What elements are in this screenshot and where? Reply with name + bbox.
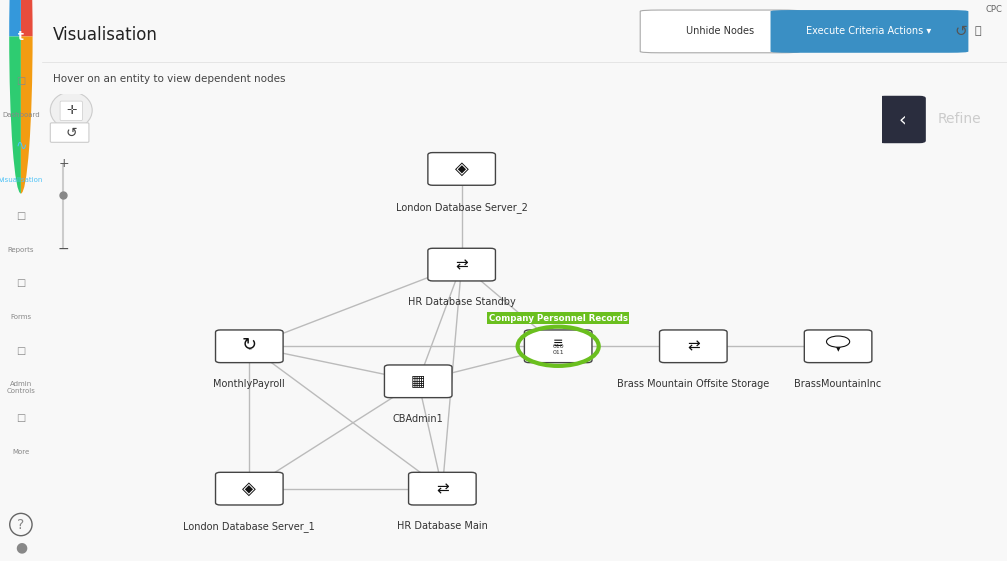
Text: Brass Mountain Offsite Storage: Brass Mountain Offsite Storage bbox=[617, 379, 769, 389]
Text: HR Database Standby: HR Database Standby bbox=[408, 297, 516, 307]
FancyBboxPatch shape bbox=[805, 330, 872, 362]
FancyBboxPatch shape bbox=[428, 249, 495, 281]
Text: Company Personnel Records: Company Personnel Records bbox=[488, 314, 627, 323]
FancyBboxPatch shape bbox=[60, 101, 83, 121]
FancyBboxPatch shape bbox=[428, 153, 495, 185]
Text: Admin
Controls: Admin Controls bbox=[6, 381, 35, 394]
Wedge shape bbox=[9, 36, 21, 194]
Text: □: □ bbox=[16, 278, 25, 288]
Text: ‹: ‹ bbox=[898, 110, 906, 129]
Text: ↺: ↺ bbox=[65, 126, 78, 140]
Text: CPC: CPC bbox=[985, 5, 1002, 14]
Text: CBAdmin1: CBAdmin1 bbox=[393, 414, 444, 424]
Text: 🔍: 🔍 bbox=[975, 26, 982, 36]
Wedge shape bbox=[9, 0, 21, 36]
Text: □: □ bbox=[16, 346, 25, 356]
Text: Visualisation: Visualisation bbox=[53, 26, 158, 44]
FancyBboxPatch shape bbox=[385, 365, 452, 398]
Text: Hover on an entity to view dependent nodes: Hover on an entity to view dependent nod… bbox=[53, 73, 286, 84]
Text: HR Database Main: HR Database Main bbox=[397, 521, 487, 531]
Text: □: □ bbox=[16, 76, 25, 86]
FancyBboxPatch shape bbox=[770, 10, 969, 53]
Text: Unhide Nodes: Unhide Nodes bbox=[686, 26, 754, 36]
Text: t: t bbox=[18, 30, 24, 43]
FancyBboxPatch shape bbox=[215, 330, 283, 362]
Text: ⇄: ⇄ bbox=[436, 481, 449, 496]
Text: +: + bbox=[58, 157, 68, 170]
FancyBboxPatch shape bbox=[409, 472, 476, 505]
Text: □: □ bbox=[16, 413, 25, 423]
Text: ≡: ≡ bbox=[553, 338, 564, 351]
Text: Execute Criteria Actions ▾: Execute Criteria Actions ▾ bbox=[807, 26, 931, 36]
Text: 010
011: 010 011 bbox=[553, 344, 564, 355]
Text: More: More bbox=[12, 449, 29, 455]
Text: ▼: ▼ bbox=[833, 338, 844, 352]
Text: Refine: Refine bbox=[938, 113, 982, 126]
Wedge shape bbox=[21, 36, 32, 194]
Text: ↺: ↺ bbox=[955, 24, 967, 39]
Text: −: − bbox=[57, 241, 69, 255]
Text: ●: ● bbox=[15, 540, 27, 554]
Text: Dashboard: Dashboard bbox=[2, 112, 39, 118]
Circle shape bbox=[50, 92, 93, 128]
FancyBboxPatch shape bbox=[640, 10, 800, 53]
Text: London Database Server_1: London Database Server_1 bbox=[183, 521, 315, 532]
Text: ▦: ▦ bbox=[411, 374, 425, 389]
FancyBboxPatch shape bbox=[50, 123, 89, 142]
FancyBboxPatch shape bbox=[660, 330, 727, 362]
Text: London Database Server_2: London Database Server_2 bbox=[396, 201, 528, 213]
Text: ∿: ∿ bbox=[15, 139, 27, 153]
Wedge shape bbox=[21, 0, 32, 36]
FancyBboxPatch shape bbox=[525, 330, 592, 362]
Text: ◈: ◈ bbox=[243, 480, 256, 498]
Text: □: □ bbox=[16, 211, 25, 221]
Text: Forms: Forms bbox=[10, 314, 31, 320]
Text: Reports: Reports bbox=[8, 247, 34, 253]
Text: ✛: ✛ bbox=[66, 104, 77, 117]
Text: ··: ·· bbox=[247, 347, 252, 356]
Text: BrassMountainInc: BrassMountainInc bbox=[795, 379, 882, 389]
Circle shape bbox=[827, 336, 850, 347]
Text: ↻: ↻ bbox=[242, 337, 257, 355]
Text: ?: ? bbox=[17, 518, 24, 531]
Text: ⇄: ⇄ bbox=[455, 257, 468, 272]
FancyBboxPatch shape bbox=[878, 96, 925, 143]
Text: MonthlyPayroll: MonthlyPayroll bbox=[213, 379, 285, 389]
Text: Visualisation: Visualisation bbox=[0, 177, 43, 183]
Text: ◈: ◈ bbox=[455, 160, 468, 178]
FancyBboxPatch shape bbox=[215, 472, 283, 505]
Text: ⇄: ⇄ bbox=[687, 339, 700, 354]
